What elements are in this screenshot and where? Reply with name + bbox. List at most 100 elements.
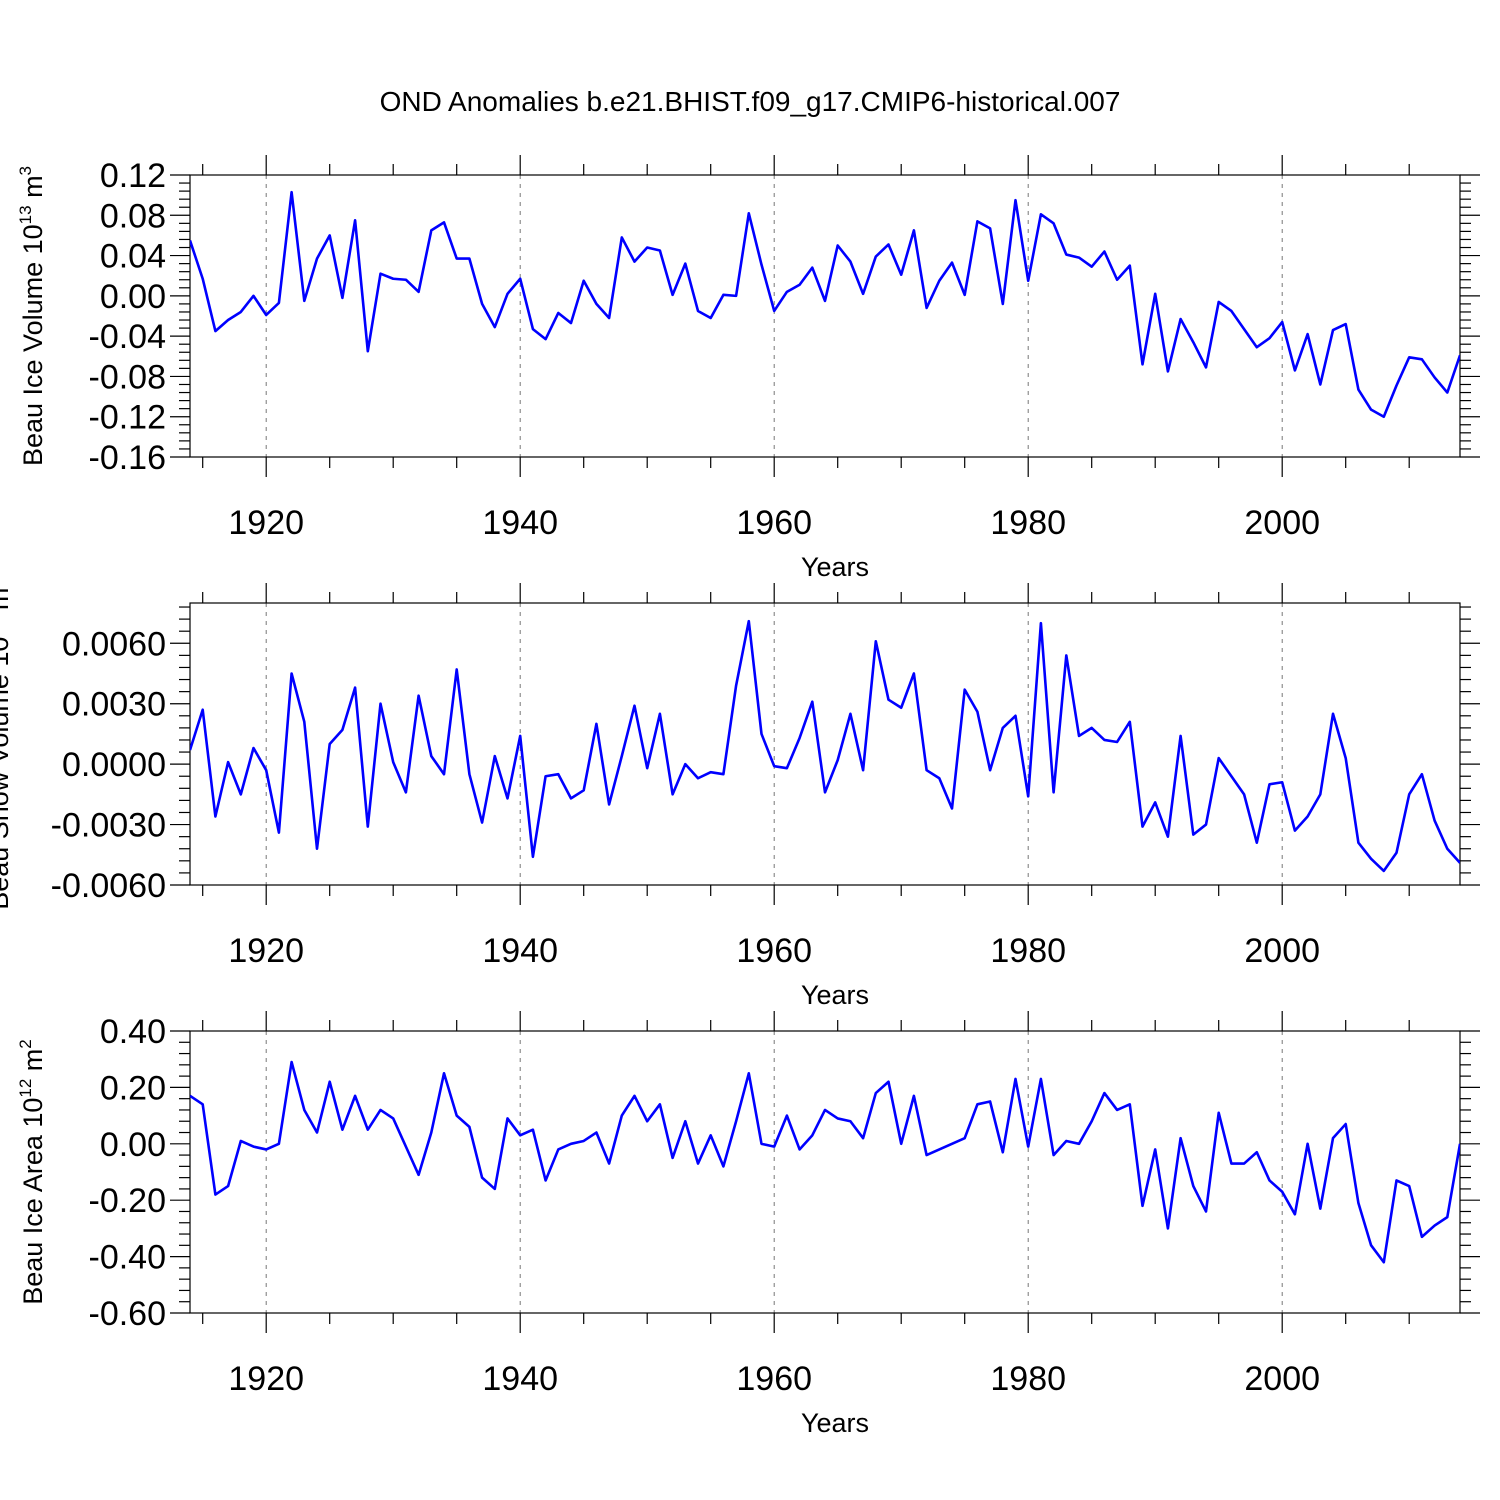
data-point <box>1268 783 1270 785</box>
data-point <box>1129 1103 1131 1105</box>
data-point <box>913 672 915 674</box>
data-point <box>405 791 407 793</box>
data-point <box>684 262 686 264</box>
data-point <box>1205 823 1207 825</box>
data-point <box>735 684 737 686</box>
data-point <box>684 1120 686 1122</box>
data-point <box>1370 408 1372 410</box>
data-point <box>1065 1140 1067 1142</box>
data-point <box>1167 1227 1169 1229</box>
y-axis-label-unit: m <box>18 175 48 205</box>
data-point <box>1014 199 1016 201</box>
data-point <box>659 713 661 715</box>
data-point <box>1294 829 1296 831</box>
x-tick-label: 1920 <box>228 504 304 542</box>
panel-2: 0.0060 0.0030 0.0000 -0.0030 -0.0060 1920 1940… <box>0 578 1480 1010</box>
data-point <box>1230 1162 1232 1164</box>
data-point <box>887 1081 889 1083</box>
data-point <box>1421 1236 1423 1238</box>
data-point <box>710 771 712 773</box>
data-point <box>976 1103 978 1105</box>
data-point <box>443 1072 445 1074</box>
data-point <box>824 1109 826 1111</box>
data-point <box>1306 1143 1308 1145</box>
data-point <box>1154 1148 1156 1150</box>
data-point <box>252 1145 254 1147</box>
data-point <box>456 257 458 259</box>
data-point <box>341 729 343 731</box>
data-point <box>1294 1213 1296 1215</box>
x-axis-label: Years <box>801 980 869 1010</box>
data-point <box>798 1148 800 1150</box>
data-point <box>1306 815 1308 817</box>
data-point <box>544 1179 546 1181</box>
data-point <box>849 1120 851 1122</box>
data-point <box>1408 356 1410 358</box>
data-point <box>887 698 889 700</box>
y-axis-label-base: Beau Snow Volume 10 <box>0 637 14 910</box>
data-point <box>354 686 356 688</box>
data-point <box>189 1095 191 1097</box>
data-point <box>1154 293 1156 295</box>
y-tick-label: -0.16 <box>89 439 167 477</box>
y-axis-label-unit: m <box>0 588 14 618</box>
data-point <box>1103 1092 1105 1094</box>
data-point <box>1116 741 1118 743</box>
data-point <box>1383 416 1385 418</box>
x-tick-label: 1940 <box>482 1360 558 1398</box>
y-axis-label-unit-exponent: 2 <box>16 1039 35 1048</box>
data-point <box>925 769 927 771</box>
data-point <box>900 1143 902 1145</box>
x-tick-label: 1960 <box>736 504 812 542</box>
data-point <box>570 322 572 324</box>
data-point <box>697 310 699 312</box>
panel-3: 0.40 0.20 0.00 -0.20 -0.40 -0.60 1920 1940 1960 1… <box>16 1011 1480 1438</box>
data-point <box>1446 1216 1448 1218</box>
data-point <box>1319 1207 1321 1209</box>
data-point <box>506 797 508 799</box>
data-point <box>214 1193 216 1195</box>
data-point <box>290 1061 292 1063</box>
data-point <box>583 1140 585 1142</box>
data-point <box>837 244 839 246</box>
x-tick-label: 2000 <box>1244 1360 1320 1398</box>
data-point <box>1218 1112 1220 1114</box>
series-line <box>190 619 1460 873</box>
y-axis-label-base: Beau Ice Area 10 <box>18 1098 48 1305</box>
data-point <box>367 825 369 827</box>
data-point <box>951 261 953 263</box>
data-point <box>557 773 559 775</box>
data-point <box>735 295 737 297</box>
data-point <box>481 303 483 305</box>
data-point <box>1408 1185 1410 1187</box>
data-point <box>329 1081 331 1083</box>
data-point <box>1230 310 1232 312</box>
data-point <box>964 688 966 690</box>
data-point <box>329 234 331 236</box>
data-point <box>633 705 635 707</box>
data-point <box>849 260 851 262</box>
data-point <box>786 1114 788 1116</box>
data-point <box>468 773 470 775</box>
data-point <box>1179 1137 1181 1139</box>
data-point <box>227 1185 229 1187</box>
x-tick-label: 1980 <box>990 932 1066 970</box>
data-point <box>1306 333 1308 335</box>
data-point <box>1319 383 1321 385</box>
data-point <box>722 773 724 775</box>
data-point <box>1040 213 1042 215</box>
x-tick-label: 1940 <box>482 504 558 542</box>
data-point <box>290 672 292 674</box>
data-point <box>1065 654 1067 656</box>
data-point <box>964 1137 966 1139</box>
data-point <box>354 1095 356 1097</box>
y-tick-label: -0.04 <box>89 318 167 356</box>
data-point <box>1167 835 1169 837</box>
data-point <box>1192 1185 1194 1187</box>
data-point <box>748 212 750 214</box>
data-point <box>468 1126 470 1128</box>
x-tick-label: 1940 <box>482 932 558 970</box>
data-point <box>925 307 927 309</box>
